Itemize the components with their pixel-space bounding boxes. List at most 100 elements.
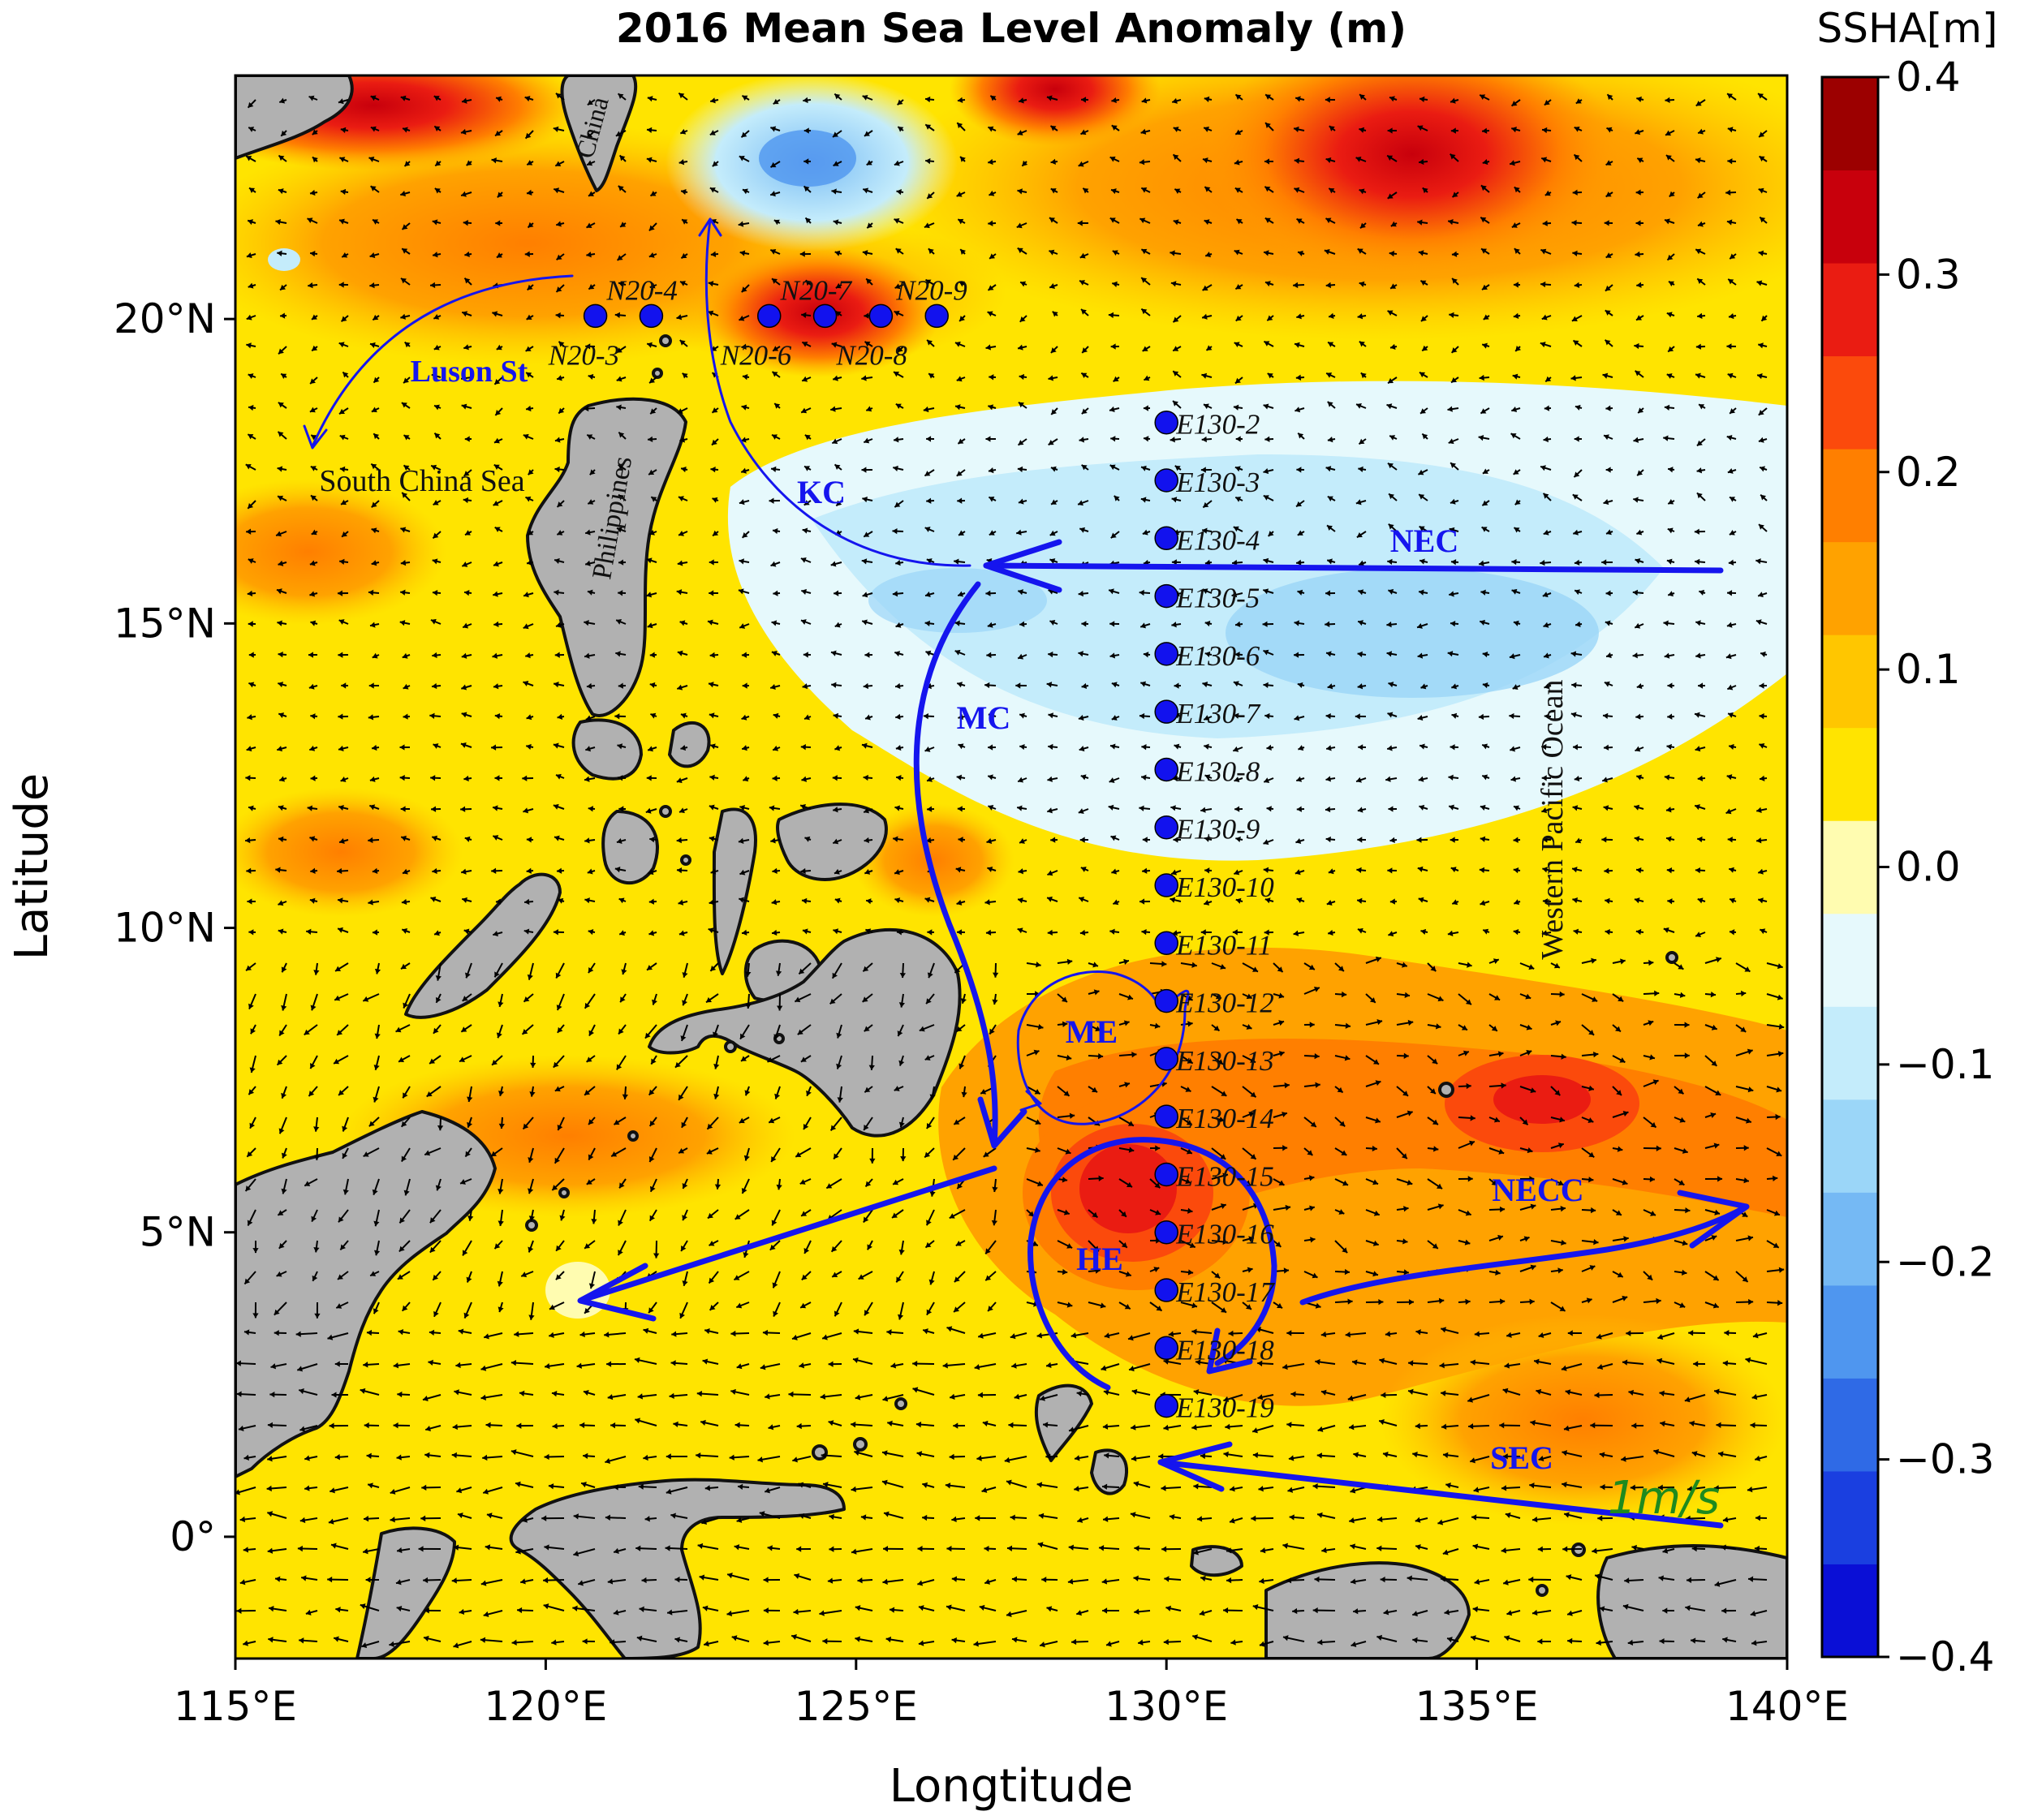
colorbar-segment [1822,77,1878,170]
station-label: E130-14 [1175,1103,1274,1134]
station-marker [1155,1048,1178,1070]
y-tick-label: 10°N [114,905,216,952]
label-western-pacific: Western Pacific Ocean [1536,679,1570,959]
label-me: ME [1066,1013,1118,1050]
colorbar-tick-label: 0.0 [1896,844,1961,891]
station-label: E130-11 [1175,929,1272,961]
station-marker [1155,527,1178,549]
colorbar-segment [1822,820,1878,914]
station-label: E130-12 [1175,987,1274,1019]
station-label: E130-9 [1175,814,1260,845]
y-tick-label: 5°N [140,1209,216,1256]
colorbar-segment [1822,1564,1878,1657]
station-marker [1155,1279,1178,1302]
colorbar-segment [1822,728,1878,821]
map-panel: China Philippines South China Sea Wester… [162,32,1883,1659]
station-label: E130-19 [1175,1392,1274,1424]
station-marker [640,304,662,327]
label-kc: KC [797,474,846,510]
colorbar-tick-label: −0.1 [1896,1041,1994,1088]
x-tick-label: 135°E [1415,1683,1539,1730]
station-label: E130-5 [1175,583,1260,614]
colorbar-tick-label: 0.4 [1896,54,1961,101]
station-marker [1155,932,1178,954]
station-marker [869,304,892,327]
station-label: N20-9 [895,274,967,306]
label-south-china-sea: South China Sea [319,464,524,498]
station-marker [1155,411,1178,434]
station-marker [1155,585,1178,608]
label-sec: SEC [1490,1439,1553,1476]
station-marker [814,304,837,327]
scale-label: 1m/s [1608,1472,1720,1525]
station-label: E130-6 [1175,640,1260,672]
y-tick-label: 0° [170,1513,216,1560]
station-label: N20-7 [780,274,853,306]
x-axis-label: Longtitude [890,1760,1133,1813]
station-label: N20-4 [605,274,678,306]
station-label: E130-2 [1175,409,1260,441]
station-marker [1155,990,1178,1013]
x-tick-label: 140°E [1725,1683,1849,1730]
colorbar-segment [1822,635,1878,728]
station-marker [1155,700,1178,723]
station-marker [1155,469,1178,492]
station-marker [1155,1395,1178,1418]
station-label: N20-3 [548,339,620,371]
station-label: E130-13 [1175,1045,1274,1077]
colorbar-segment [1822,1099,1878,1193]
station-label: E130-8 [1175,755,1260,787]
label-nec: NEC [1390,523,1458,559]
colorbar-tick-label: 0.2 [1896,449,1961,496]
station-label: E130-15 [1175,1160,1274,1192]
x-tick-label: 130°E [1105,1683,1228,1730]
colorbar-title: SSHA[m] [1817,5,1998,52]
station-marker [1155,1336,1178,1359]
colorbar-segment [1822,914,1878,1007]
station-marker [1155,816,1178,839]
colorbar-tick-label: −0.4 [1896,1633,1994,1680]
colorbar-segment [1822,1006,1878,1099]
label-he: HE [1076,1241,1123,1277]
colorbar-segment [1822,542,1878,635]
chart-title: 2016 Mean Sea Level Anomaly (m) [616,5,1407,52]
colorbar-tick-label: 0.1 [1896,646,1961,693]
colorbar-segment [1822,1285,1878,1379]
station-marker [1155,643,1178,665]
station-label: N20-6 [720,339,792,371]
label-luzon-strait: Luson St [411,355,528,389]
station-marker [584,304,607,327]
colorbar-tick-label: −0.3 [1896,1436,1994,1483]
station-marker [758,304,781,327]
label-necc: NECC [1492,1172,1583,1208]
colorbar-segment [1822,1192,1878,1285]
x-tick-label: 115°E [174,1683,297,1730]
x-tick-label: 120°E [484,1683,607,1730]
y-tick-label: 20°N [114,295,216,342]
station-marker [1155,874,1178,897]
x-tick-label: 125°E [795,1683,918,1730]
station-marker [1155,1163,1178,1185]
colorbar-segment [1822,170,1878,264]
colorbar-segment [1822,356,1878,450]
station-label: E130-17 [1175,1276,1275,1308]
colorbar: 0.4 0.3 0.2 0.1 0.0 −0.1 −0.2 −0.3 −0.4 [1822,54,1994,1680]
colorbar-tick-label: 0.3 [1896,251,1961,298]
station-label: E130-4 [1175,524,1260,556]
station-label: E130-10 [1175,871,1274,903]
station-label: E130-3 [1175,467,1260,498]
station-marker [1155,1221,1178,1244]
y-tick-label: 15°N [114,600,216,647]
colorbar-segment [1822,263,1878,356]
colorbar-tick-label: −0.2 [1896,1238,1994,1285]
colorbar-segment [1822,449,1878,542]
station-label: E130-18 [1175,1334,1274,1366]
label-mc: MC [957,699,1011,736]
colorbar-segment [1822,1471,1878,1564]
station-label: N20-8 [835,339,907,371]
station-label: E130-16 [1175,1219,1274,1250]
y-axis-label: Latitude [6,773,58,960]
station-marker [925,304,948,327]
